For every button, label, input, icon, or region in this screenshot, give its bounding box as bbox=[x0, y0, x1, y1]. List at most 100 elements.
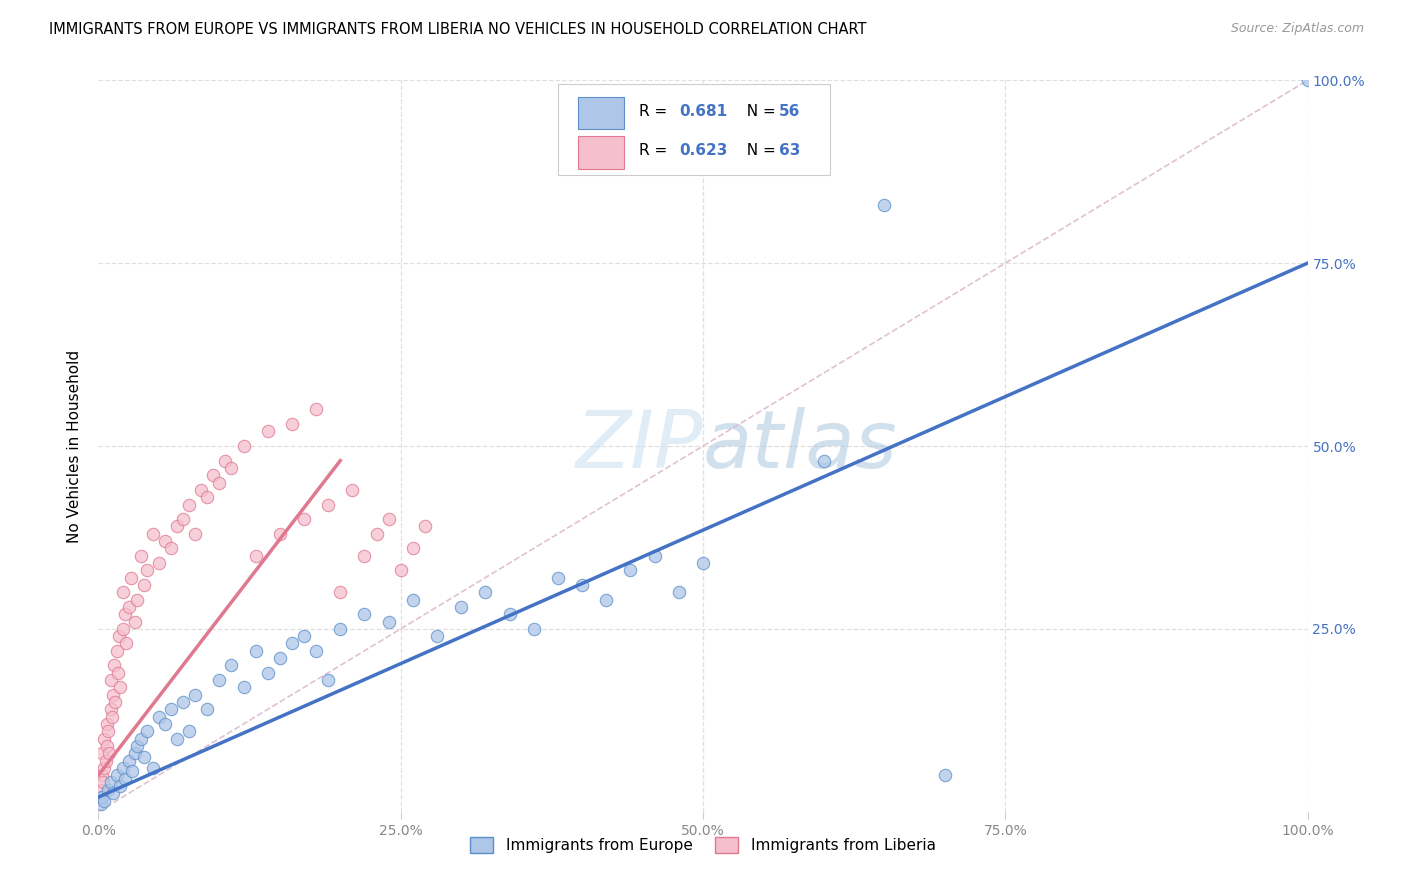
Point bbox=[115, 636, 138, 650]
Point bbox=[281, 417, 304, 431]
Point bbox=[208, 475, 231, 490]
Point bbox=[91, 790, 114, 805]
Point bbox=[389, 563, 412, 577]
Point bbox=[134, 578, 156, 592]
Point bbox=[232, 681, 254, 695]
Point bbox=[111, 585, 134, 599]
Point bbox=[111, 761, 134, 775]
Point bbox=[90, 797, 112, 812]
Point bbox=[1296, 73, 1319, 87]
Point bbox=[160, 541, 183, 556]
Point bbox=[195, 702, 218, 716]
Point bbox=[402, 541, 425, 556]
Point bbox=[105, 644, 128, 658]
Point bbox=[353, 607, 375, 622]
Point bbox=[498, 607, 520, 622]
Point bbox=[202, 468, 225, 483]
Text: 0.681: 0.681 bbox=[679, 103, 727, 119]
Point bbox=[873, 197, 896, 211]
Point bbox=[208, 673, 231, 687]
Point bbox=[98, 746, 121, 760]
Point bbox=[668, 585, 690, 599]
Point bbox=[377, 615, 399, 629]
Point bbox=[644, 549, 666, 563]
Text: R =: R = bbox=[638, 144, 672, 158]
Point bbox=[100, 709, 122, 723]
Point bbox=[142, 526, 165, 541]
Point bbox=[91, 768, 114, 782]
Text: atlas: atlas bbox=[703, 407, 898, 485]
Point bbox=[114, 772, 136, 786]
Point bbox=[93, 761, 115, 775]
Point bbox=[172, 695, 194, 709]
Point bbox=[256, 425, 278, 439]
Point bbox=[292, 512, 315, 526]
Point bbox=[97, 724, 120, 739]
Point bbox=[105, 768, 128, 782]
Point bbox=[166, 519, 188, 533]
Text: 63: 63 bbox=[779, 144, 800, 158]
Point bbox=[245, 644, 267, 658]
Text: IMMIGRANTS FROM EUROPE VS IMMIGRANTS FROM LIBERIA NO VEHICLES IN HOUSEHOLD CORRE: IMMIGRANTS FROM EUROPE VS IMMIGRANTS FRO… bbox=[49, 22, 866, 37]
Point bbox=[93, 731, 115, 746]
Point bbox=[153, 717, 176, 731]
Point bbox=[402, 592, 425, 607]
Point bbox=[316, 673, 339, 687]
Point bbox=[96, 739, 118, 753]
Point bbox=[305, 644, 328, 658]
Point bbox=[101, 787, 124, 801]
Point bbox=[129, 731, 152, 746]
Point bbox=[121, 764, 143, 779]
Text: 0.623: 0.623 bbox=[679, 144, 727, 158]
Point bbox=[90, 782, 112, 797]
Point bbox=[329, 622, 352, 636]
Point bbox=[547, 571, 569, 585]
Text: N =: N = bbox=[737, 103, 780, 119]
Legend: Immigrants from Europe, Immigrants from Liberia: Immigrants from Europe, Immigrants from … bbox=[464, 830, 942, 859]
Text: R =: R = bbox=[638, 103, 672, 119]
Point bbox=[474, 585, 496, 599]
Point bbox=[153, 534, 176, 549]
Point bbox=[232, 439, 254, 453]
Point bbox=[256, 665, 278, 680]
Point bbox=[108, 681, 131, 695]
Text: Source: ZipAtlas.com: Source: ZipAtlas.com bbox=[1230, 22, 1364, 36]
Point bbox=[305, 402, 328, 417]
Point bbox=[89, 790, 111, 805]
Point bbox=[127, 739, 149, 753]
Point bbox=[292, 629, 315, 643]
Point bbox=[179, 724, 201, 739]
Point bbox=[523, 622, 546, 636]
Point bbox=[214, 453, 236, 467]
Point bbox=[148, 556, 170, 570]
Point bbox=[107, 665, 129, 680]
Point bbox=[190, 483, 212, 497]
Point bbox=[103, 658, 125, 673]
Y-axis label: No Vehicles in Household: No Vehicles in Household bbox=[67, 350, 83, 542]
Point bbox=[124, 746, 146, 760]
Point bbox=[100, 702, 122, 716]
Point bbox=[118, 599, 141, 614]
Point bbox=[135, 563, 157, 577]
Point bbox=[245, 549, 267, 563]
Point bbox=[619, 563, 641, 577]
Point bbox=[135, 724, 157, 739]
Point bbox=[91, 746, 114, 760]
Point bbox=[692, 556, 714, 570]
Point bbox=[595, 592, 617, 607]
Point bbox=[111, 622, 134, 636]
Text: 56: 56 bbox=[779, 103, 800, 119]
Point bbox=[97, 782, 120, 797]
Point bbox=[108, 629, 131, 643]
Point bbox=[269, 526, 291, 541]
Bar bbox=[578, 136, 624, 169]
Point bbox=[342, 483, 364, 497]
Point bbox=[114, 607, 136, 622]
Point bbox=[160, 702, 183, 716]
Text: ZIP: ZIP bbox=[575, 407, 703, 485]
Point bbox=[366, 526, 388, 541]
Point bbox=[195, 490, 218, 504]
Point bbox=[124, 615, 146, 629]
Point bbox=[142, 761, 165, 775]
Text: N =: N = bbox=[737, 144, 780, 158]
